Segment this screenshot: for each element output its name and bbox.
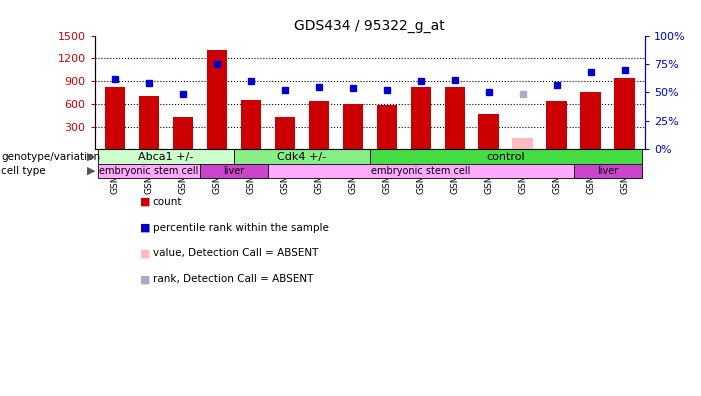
Text: Abca1 +/-: Abca1 +/- <box>138 152 193 162</box>
Bar <box>234 149 370 164</box>
Bar <box>200 164 268 178</box>
Text: ■: ■ <box>140 274 151 284</box>
Text: percentile rank within the sample: percentile rank within the sample <box>153 223 329 233</box>
Bar <box>512 138 533 149</box>
Bar <box>370 149 641 164</box>
Bar <box>105 87 125 149</box>
Bar <box>275 117 295 149</box>
Bar <box>268 164 573 178</box>
Bar <box>343 104 363 149</box>
Text: ■: ■ <box>140 248 151 259</box>
Bar <box>411 87 431 149</box>
Bar <box>308 101 329 149</box>
Text: genotype/variation: genotype/variation <box>1 152 100 162</box>
Text: embryonic stem cell: embryonic stem cell <box>371 166 470 176</box>
Text: embryonic stem cell: embryonic stem cell <box>100 166 198 176</box>
Bar <box>98 149 234 164</box>
Text: rank, Detection Call = ABSENT: rank, Detection Call = ABSENT <box>153 274 313 284</box>
Bar <box>207 50 227 149</box>
Bar <box>139 96 159 149</box>
Text: value, Detection Call = ABSENT: value, Detection Call = ABSENT <box>153 248 318 259</box>
Bar <box>479 114 499 149</box>
Text: cell type: cell type <box>1 166 46 176</box>
Bar <box>546 101 567 149</box>
Bar <box>614 78 634 149</box>
Bar <box>240 100 261 149</box>
Bar <box>98 164 200 178</box>
Bar <box>580 92 601 149</box>
Text: ■: ■ <box>140 223 151 233</box>
Text: ▶: ▶ <box>87 152 95 162</box>
Text: ■: ■ <box>140 197 151 207</box>
Title: GDS434 / 95322_g_at: GDS434 / 95322_g_at <box>294 19 445 33</box>
Text: liver: liver <box>597 166 618 176</box>
Text: Cdk4 +/-: Cdk4 +/- <box>278 152 327 162</box>
Text: count: count <box>153 197 182 207</box>
Bar <box>172 117 193 149</box>
Text: control: control <box>486 152 525 162</box>
Bar <box>573 164 641 178</box>
Bar <box>444 87 465 149</box>
Bar <box>376 105 397 149</box>
Text: liver: liver <box>224 166 245 176</box>
Text: ▶: ▶ <box>87 166 95 176</box>
